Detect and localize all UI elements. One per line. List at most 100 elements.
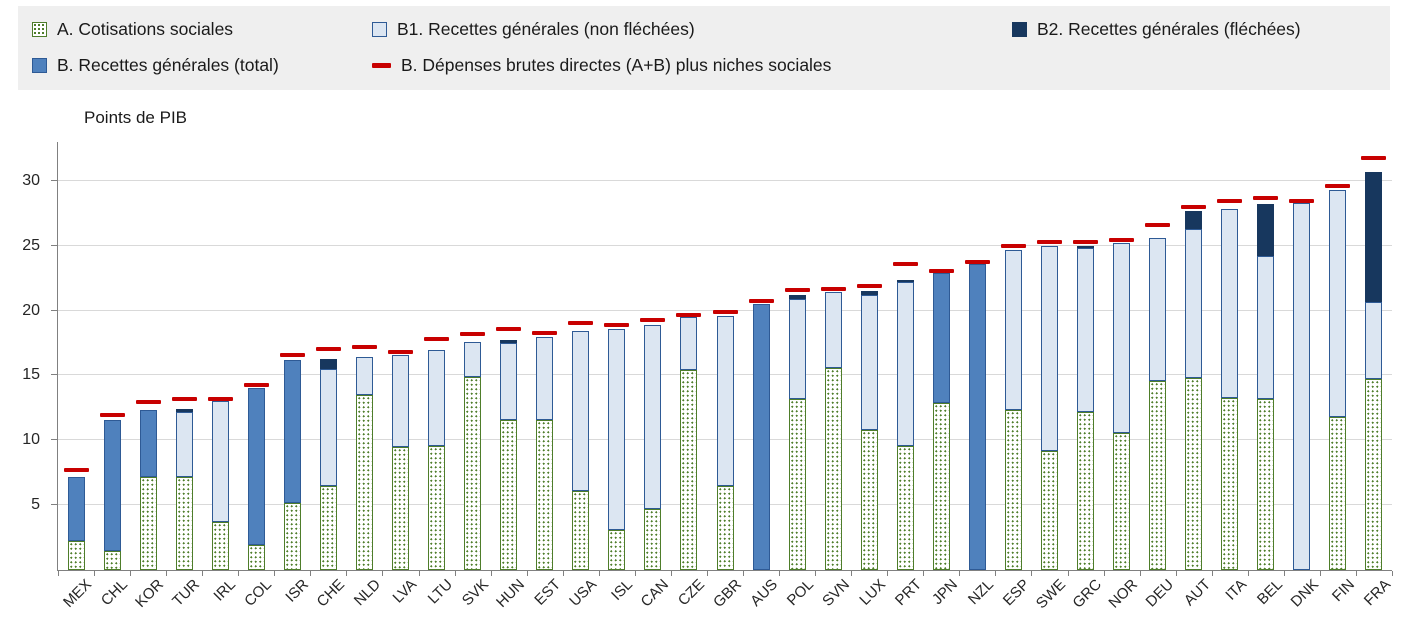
bar-SWE (1040, 142, 1058, 570)
bar-TUR (175, 142, 193, 570)
segment-cotisations-MEX (67, 541, 85, 570)
segment-cotisations-NOR (1113, 432, 1131, 570)
bar-CHL (103, 142, 121, 570)
legend: A. Cotisations sociales B1. Recettes gén… (18, 6, 1390, 90)
red-dash-icon (372, 63, 391, 68)
segment-cotisations-POL (788, 398, 806, 570)
segment-cotisations-PRT (896, 445, 914, 570)
segment-cotisations-ESP (1004, 410, 1022, 570)
segment-cotisations-DEU (1149, 380, 1167, 570)
segment-recettes-non-flechees-ESP (1004, 249, 1022, 411)
hatched-green-swatch-icon (32, 22, 47, 37)
x-axis-tick-35 (1319, 571, 1321, 576)
segment-recettes-non-flechees-SVN (824, 292, 842, 368)
segment-recettes-non-flechees-SWE (1040, 245, 1058, 451)
y-axis-tick-5 (51, 504, 58, 506)
bar-AUS (752, 142, 770, 570)
bar-NOR (1113, 142, 1131, 570)
bar-DNK (1293, 142, 1311, 570)
x-axis-tick-8 (346, 571, 348, 576)
bar-ISL (608, 142, 626, 570)
x-axis-tick-13 (526, 571, 528, 576)
total-marker-USA (568, 320, 594, 325)
x-axis-tick-21 (815, 571, 817, 576)
x-axis-tick-1 (94, 571, 96, 576)
segment-recettes-non-flechees-ISL (608, 328, 626, 530)
segment-recettes-flechees-TUR (175, 409, 193, 412)
total-marker-AUT (1181, 205, 1207, 210)
total-marker-BEL (1253, 196, 1279, 201)
bar-NLD (355, 142, 373, 570)
bar-MEX (67, 142, 85, 570)
segment-recettes-flechees-BEL (1257, 204, 1275, 257)
segment-recettes-non-flechees-USA (572, 331, 590, 491)
total-marker-LVA (388, 350, 413, 355)
bar-PRT (896, 142, 914, 570)
bar-KOR (139, 142, 157, 570)
segment-cotisations-EST (536, 419, 554, 570)
bar-COL (247, 142, 265, 570)
total-marker-CAN (640, 317, 666, 322)
segment-recettes-non-flechees-DNK (1293, 202, 1311, 570)
segment-recettes-non-flechees-SVK (464, 341, 482, 377)
segment-cotisations-CAN (644, 509, 662, 570)
x-axis-tick-11 (454, 571, 456, 576)
segment-recettes-non-flechees-PRT (896, 282, 914, 446)
segment-cotisations-CHL (103, 550, 121, 570)
segment-recettes-non-flechees-POL (788, 298, 806, 399)
segment-cotisations-TUR (175, 476, 193, 570)
segment-recettes-non-flechees-FIN (1329, 190, 1347, 417)
bar-ISR (283, 142, 301, 570)
total-marker-POL (784, 288, 810, 293)
total-marker-SVK (460, 332, 486, 337)
segment-recettes-non-flechees-CHE (319, 368, 337, 486)
segment-recettes-non-flechees-TUR (175, 411, 193, 477)
x-axis-tick-26 (995, 571, 997, 576)
navy-swatch-icon (1012, 22, 1027, 37)
segment-recettes-non-flechees-CZE (680, 317, 698, 371)
total-marker-ESP (1000, 244, 1026, 249)
total-marker-TUR (171, 397, 197, 402)
segment-recettes-total-MEX (67, 476, 85, 542)
segment-cotisations-JPN (932, 402, 950, 570)
y-tick-label-10: 10 (22, 431, 40, 449)
bar-FRA (1365, 142, 1383, 570)
segment-recettes-non-flechees-CAN (644, 324, 662, 510)
segment-recettes-total-KOR (139, 410, 157, 477)
segment-recettes-non-flechees-NLD (355, 357, 373, 395)
segment-recettes-flechees-LUX (860, 291, 878, 296)
total-marker-ISL (604, 323, 630, 328)
segment-recettes-non-flechees-FRA (1365, 301, 1383, 380)
legend-item-depenses-brutes: B. Dépenses brutes directes (A+B) plus n… (372, 55, 1012, 76)
x-axis-tick-36 (1355, 571, 1357, 576)
total-marker-SWE (1036, 240, 1062, 245)
segment-recettes-total-ISR (283, 359, 301, 503)
x-axis-tick-20 (779, 571, 781, 576)
y-tick-label-5: 5 (31, 496, 40, 514)
total-marker-HUN (496, 327, 522, 332)
legend-item-recettes-total: B. Recettes générales (total) (32, 55, 372, 76)
total-marker-AUS (748, 298, 774, 303)
bar-LVA (392, 142, 409, 570)
y-axis-labels: 5 10 15 20 25 30 (0, 142, 50, 570)
x-axis-tick-2 (130, 571, 132, 576)
total-marker-FIN (1325, 184, 1351, 189)
segment-recettes-non-flechees-GBR (716, 315, 734, 486)
bar-LUX (860, 142, 878, 570)
y-tick-label-15: 15 (22, 366, 40, 384)
total-marker-SVN (820, 286, 846, 291)
light-blue-swatch-icon (372, 22, 387, 37)
y-axis-tick-20 (51, 309, 58, 311)
bar-CHE (319, 142, 337, 570)
segment-recettes-non-flechees-LTU (428, 349, 446, 446)
x-axis-tick-28 (1067, 571, 1069, 576)
x-axis-tick-9 (382, 571, 384, 576)
x-axis-tick-34 (1283, 571, 1285, 576)
x-axis-tick-5 (238, 571, 240, 576)
x-axis-tick-23 (887, 571, 889, 576)
x-axis-tick-0 (58, 571, 59, 576)
segment-cotisations-KOR (139, 476, 157, 570)
x-axis-tick-4 (202, 571, 204, 576)
total-marker-EST (532, 330, 558, 335)
total-marker-CZE (676, 312, 702, 317)
